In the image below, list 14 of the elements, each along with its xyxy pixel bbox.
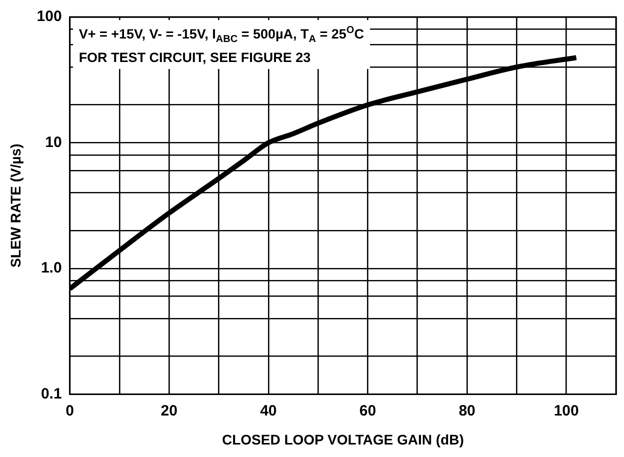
x-tick-label: 100 <box>554 402 579 420</box>
x-tick-label: 60 <box>359 402 376 420</box>
annotation: V+ = +15V, V- = -15V, I$_{ABC}$ = 500µA, T$_{A}$ = 25$^{O}$C <box>78 25 364 46</box>
x-tick-label: 80 <box>458 402 476 420</box>
annotation: FOR TEST CIRCUIT, SEE FIGURE 23 <box>78 50 311 66</box>
y-tick-label: 1.0 <box>40 260 62 277</box>
x-tick-label: 0 <box>66 402 74 420</box>
y-axis-title: SLEW RATE (V/µs) <box>7 144 24 268</box>
y-tick-label: 0.1 <box>40 385 62 402</box>
y-tick-label: 100 <box>36 8 62 26</box>
y-tick-label: 10 <box>45 134 62 151</box>
x-tick-label: 40 <box>260 402 277 420</box>
x-tick-label: 20 <box>160 402 178 420</box>
x-axis-title: CLOSED LOOP VOLTAGE GAIN (dB) <box>222 431 464 448</box>
